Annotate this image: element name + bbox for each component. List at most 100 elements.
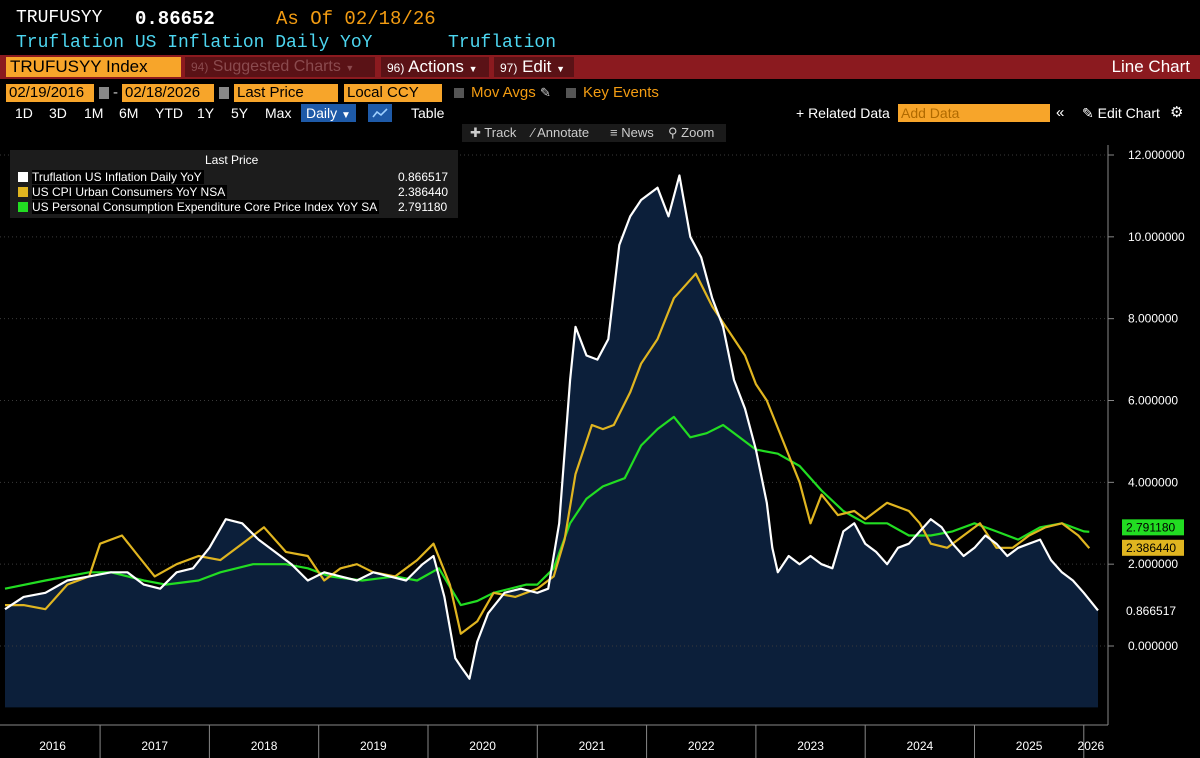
chart-legend: Last Price Truflation US Inflation Daily… xyxy=(10,150,458,218)
suggested-charts-label: Suggested Charts xyxy=(212,58,341,75)
y-tick-label: 10.000000 xyxy=(1128,230,1185,244)
line-chart[interactable]: 0.000000 2.000000 4.000000 6.000000 8.000000… xyxy=(0,145,1200,758)
y-tick-label: 2.000000 xyxy=(1128,557,1178,571)
y-tick-label: 4.000000 xyxy=(1128,475,1178,489)
track-label: Track xyxy=(484,125,517,140)
x-tick-label: 2017 xyxy=(141,739,168,753)
calendar-icon[interactable] xyxy=(99,87,109,99)
zoom-icon: ⚲ xyxy=(668,125,678,140)
x-tick-label: 2019 xyxy=(360,739,387,753)
range-1y[interactable]: 1Y xyxy=(197,105,215,121)
last-value-label: 2.386440 xyxy=(1126,541,1176,555)
security-description: Truflation US Inflation Daily YoY xyxy=(16,33,373,53)
key-events-label: Key Events xyxy=(583,84,659,101)
news-button[interactable]: ≡ News xyxy=(610,124,654,142)
crosshair-icon: ✚ xyxy=(470,125,481,140)
mov-avgs-edit-icon[interactable]: ✎ xyxy=(540,85,551,100)
suggested-charts-button[interactable]: 94) Suggested Charts ▼ xyxy=(185,57,375,77)
related-data-button[interactable]: + Related Data xyxy=(796,105,890,121)
series-line-1 xyxy=(5,272,1091,635)
end-date-input[interactable]: 02/18/2026 xyxy=(122,84,214,102)
legend-series-value: 0.866517 xyxy=(398,170,449,184)
security-input[interactable]: TRUFUSYY Index xyxy=(6,57,181,77)
frequency-label: Daily xyxy=(306,105,338,121)
x-tick-label: 2026 xyxy=(1078,739,1105,753)
add-data-input[interactable]: Add Data xyxy=(898,104,1050,122)
x-tick-label: 2024 xyxy=(906,739,933,753)
x-tick-label: 2023 xyxy=(797,739,824,753)
currency-select[interactable]: Local CCY xyxy=(344,84,442,102)
x-tick-label: 2020 xyxy=(469,739,496,753)
annotate-button[interactable]: ∕ Annotate xyxy=(532,124,589,142)
last-value-tag xyxy=(1122,519,1184,536)
y-tick-label: 6.000000 xyxy=(1128,394,1178,408)
key-events-checkbox[interactable] xyxy=(566,88,576,98)
table-view-button[interactable]: Table xyxy=(411,105,445,121)
start-date-input[interactable]: 02/19/2016 xyxy=(6,84,94,102)
x-axis-band xyxy=(0,725,1200,758)
zoom-label: Zoom xyxy=(681,125,715,140)
calendar-icon[interactable] xyxy=(219,87,229,99)
x-tick-label: 2018 xyxy=(251,739,278,753)
y-tick-label: 12.000000 xyxy=(1128,148,1185,162)
pencil-icon: ✎ xyxy=(1082,105,1094,121)
last-value-tag xyxy=(1122,539,1184,556)
range-ytd[interactable]: YTD xyxy=(155,105,183,121)
legend-header: Last Price xyxy=(205,153,259,167)
range-6m[interactable]: 6M xyxy=(119,105,139,121)
edit-chart-label: Edit Chart xyxy=(1097,105,1160,121)
collapse-icon[interactable]: « xyxy=(1056,104,1065,121)
data-source: Truflation xyxy=(448,33,557,53)
news-label: News xyxy=(621,125,654,140)
x-tick-label: 2025 xyxy=(1016,739,1043,753)
dropdown-arrow-icon: ▼ xyxy=(341,110,351,121)
y-tick-label: 8.000000 xyxy=(1128,312,1178,326)
legend-series-name: US Personal Consumption Expenditure Core… xyxy=(32,200,380,214)
zoom-button[interactable]: ⚲ Zoom xyxy=(668,124,714,142)
last-price-value: 0.86652 xyxy=(135,8,215,30)
legend-series-name: Truflation US Inflation Daily YoY xyxy=(32,170,204,184)
actions-label: Actions xyxy=(408,57,464,76)
frequency-select[interactable]: Daily ▼ xyxy=(301,104,356,122)
date-range-separator: - xyxy=(113,84,118,101)
edit-label: Edit xyxy=(522,57,552,76)
ticker-symbol: TRUFUSYY xyxy=(16,8,103,28)
news-icon: ≡ xyxy=(610,125,618,140)
chart-type-label[interactable]: Line Chart xyxy=(1111,57,1190,76)
legend-swatch xyxy=(18,202,28,212)
main-toolbar: TRUFUSYY Index 94) Suggested Charts ▼ 96… xyxy=(0,55,1200,79)
range-max[interactable]: Max xyxy=(265,105,292,121)
legend-series-value: 2.386440 xyxy=(398,185,449,199)
range-5y[interactable]: 5Y xyxy=(231,105,249,121)
annotate-label: Annotate xyxy=(537,125,590,140)
x-tick-label: 2021 xyxy=(579,739,606,753)
last-value-tag xyxy=(1122,603,1184,620)
x-tick-label: 2022 xyxy=(688,739,715,753)
chart-tools-bar: ✚ Track ∕ Annotate ≡ News ⚲ Zoom xyxy=(462,124,726,142)
dropdown-arrow-icon: ▼ xyxy=(345,63,355,73)
range-3d[interactable]: 3D xyxy=(49,105,67,121)
y-tick-label: 0.000000 xyxy=(1128,639,1178,653)
range-1m[interactable]: 1M xyxy=(84,105,104,121)
legend-swatch xyxy=(18,187,28,197)
suggested-charts-number: 94) xyxy=(191,60,209,74)
last-value-label: 0.866517 xyxy=(1126,604,1176,618)
dropdown-arrow-icon: ▼ xyxy=(556,64,566,74)
actions-menu-button[interactable]: 96) Actions ▼ xyxy=(381,57,489,77)
field-select[interactable]: Last Price xyxy=(234,84,338,102)
line-chart-icon[interactable] xyxy=(368,104,392,122)
legend-series-name: US CPI Urban Consumers YoY NSA xyxy=(32,185,228,199)
range-1d[interactable]: 1D xyxy=(15,105,33,121)
area-fill xyxy=(5,175,1098,708)
edit-number: 97) xyxy=(500,61,518,75)
legend-series-value: 2.791180 xyxy=(398,200,448,214)
track-button[interactable]: ✚ Track xyxy=(470,124,516,142)
edit-chart-button[interactable]: ✎ Edit Chart xyxy=(1082,104,1160,122)
settings-gear-icon[interactable]: ⚙ xyxy=(1170,104,1184,121)
edit-menu-button[interactable]: 97) Edit ▼ xyxy=(494,57,574,77)
as-of-date: As Of 02/18/26 xyxy=(276,8,436,30)
series-line-0 xyxy=(4,174,1099,680)
mov-avgs-checkbox[interactable] xyxy=(454,88,464,98)
mov-avgs-label: Mov Avgs xyxy=(471,84,536,101)
last-value-label: 2.791180 xyxy=(1126,520,1175,534)
